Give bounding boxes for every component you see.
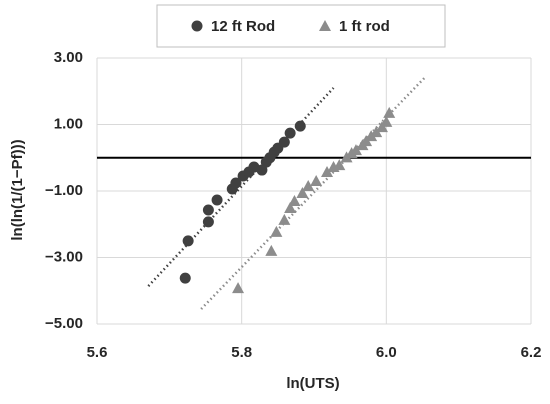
x-tick-label: 5.6 [87, 344, 108, 361]
x-tick-label: 5.8 [231, 344, 252, 361]
data-point [349, 144, 362, 156]
y-tick-label: 1.00 [54, 115, 83, 132]
data-point [380, 115, 393, 127]
x-axis-title: ln(UTS) [286, 375, 339, 392]
y-tick-label: 3.00 [54, 49, 83, 66]
data-point [310, 175, 323, 187]
y-tick-label: −5.00 [45, 315, 83, 332]
data-point [383, 106, 396, 118]
data-point [182, 235, 194, 247]
legend-label: 12 ft Rod [211, 18, 275, 35]
data-point [302, 180, 315, 192]
data-point [270, 225, 283, 237]
legend-label: 1 ft rod [339, 18, 390, 35]
data-point [211, 194, 223, 206]
trendline [147, 87, 335, 287]
legend-box [156, 4, 446, 48]
x-tick-label: 6.2 [521, 344, 542, 361]
data-point [333, 159, 346, 171]
data-point [370, 126, 383, 138]
y-axis-title: ln(ln(1/(1−Pf))) [9, 139, 26, 240]
data-point [278, 136, 290, 148]
data-point [179, 272, 191, 284]
data-point [288, 194, 301, 206]
y-tick-label: −1.00 [45, 182, 83, 199]
data-point [284, 127, 296, 139]
data-point [321, 166, 334, 178]
y-tick-label: −3.00 [45, 248, 83, 265]
data-point [284, 201, 297, 213]
data-point [278, 213, 291, 225]
data-point [232, 282, 245, 294]
x-tick-label: 6.0 [376, 344, 397, 361]
data-point [230, 177, 242, 189]
data-point [265, 244, 278, 256]
legend-marker [319, 20, 331, 31]
data-point [296, 186, 309, 198]
legend-marker [191, 20, 203, 32]
data-point [202, 216, 214, 228]
data-point [294, 120, 306, 132]
data-point [202, 204, 214, 216]
